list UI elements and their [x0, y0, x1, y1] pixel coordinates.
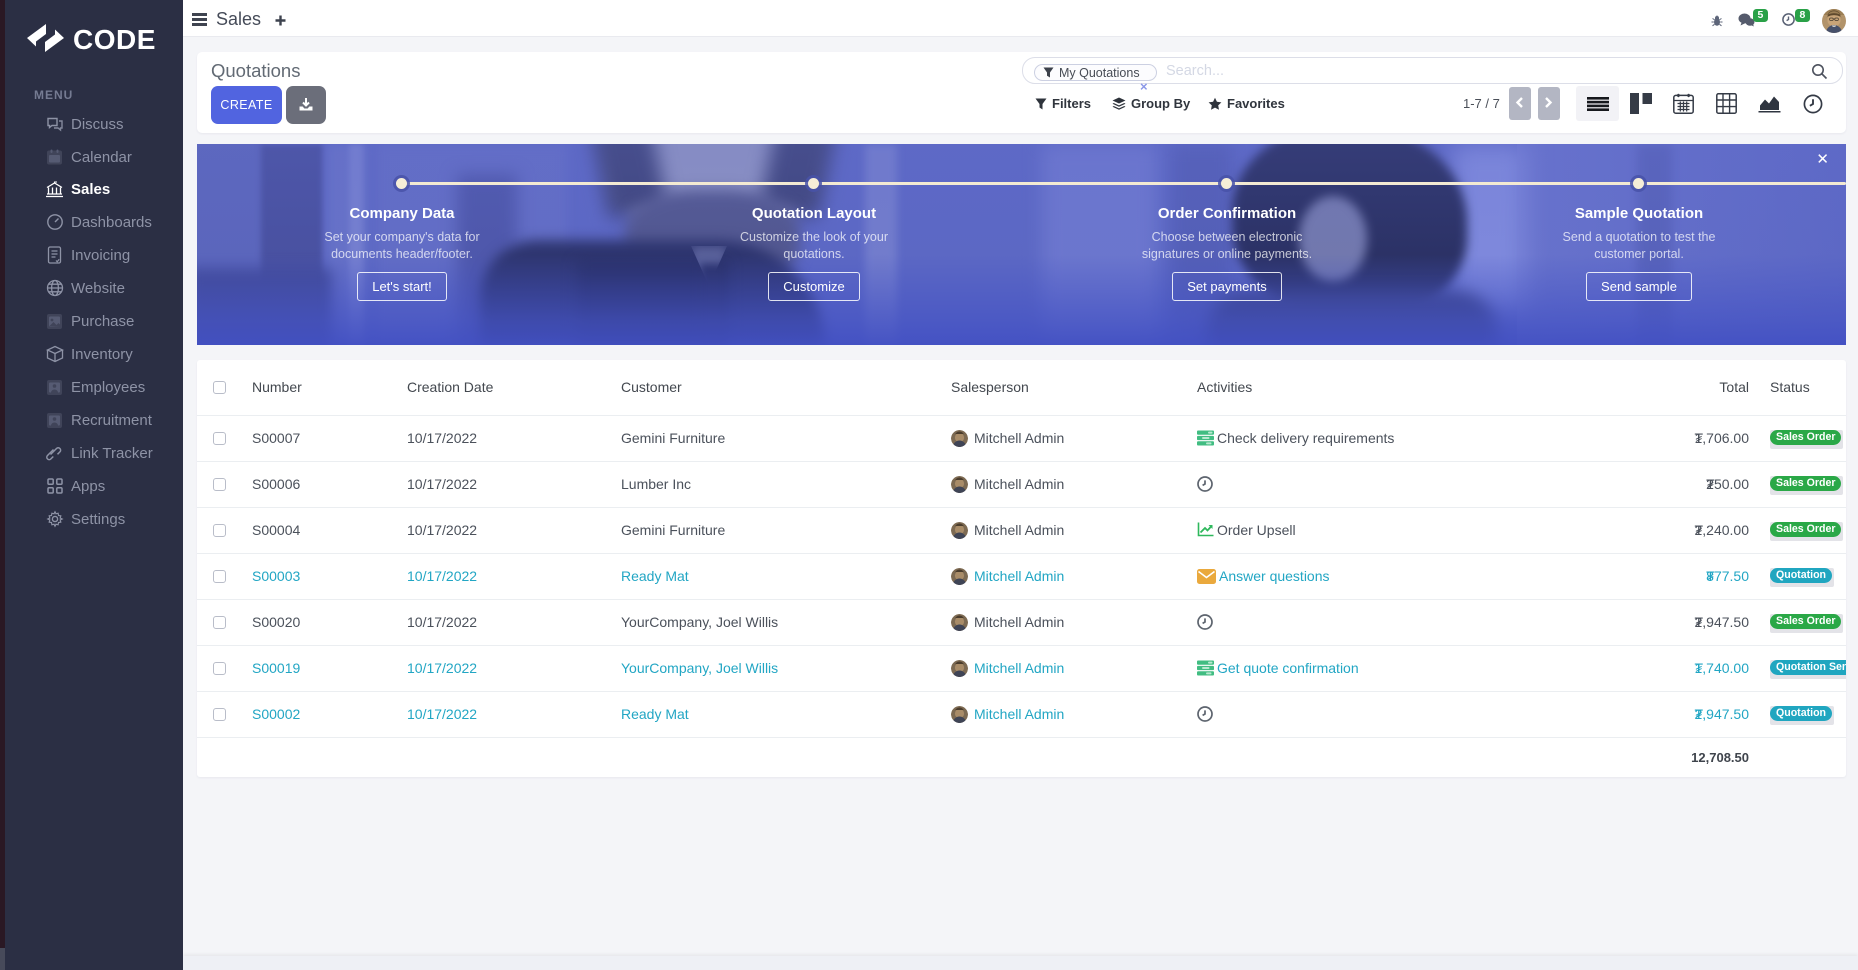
svg-text:CODE: CODE	[73, 24, 156, 52]
